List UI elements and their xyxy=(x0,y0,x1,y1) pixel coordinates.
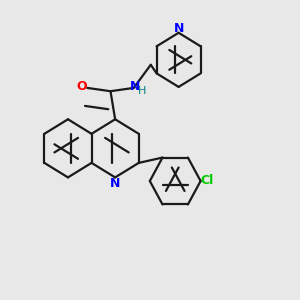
Text: N: N xyxy=(174,22,185,35)
Text: N: N xyxy=(130,80,140,93)
Text: Cl: Cl xyxy=(201,173,214,187)
Text: O: O xyxy=(76,80,87,93)
Text: N: N xyxy=(110,177,120,190)
Text: H: H xyxy=(138,85,147,96)
